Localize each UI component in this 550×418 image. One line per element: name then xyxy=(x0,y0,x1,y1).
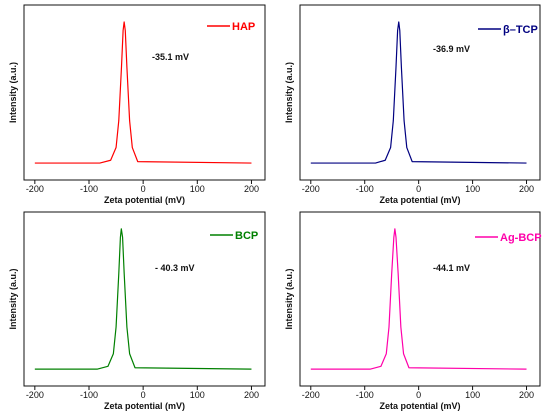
plot-frame xyxy=(299,211,541,387)
y-axis-label: Intensity (a.u.) xyxy=(8,268,18,329)
x-tick-label: -100 xyxy=(80,184,98,194)
x-tick-label: -100 xyxy=(356,184,374,194)
series-line-hap xyxy=(34,21,252,164)
x-tick-label: 0 xyxy=(141,184,146,194)
series-line-ag-bcp xyxy=(310,228,527,370)
legend-label: β–TCP xyxy=(503,24,538,36)
x-tick-label: -200 xyxy=(26,390,44,400)
x-tick-label: 100 xyxy=(190,390,205,400)
x-tick-label: -200 xyxy=(302,390,320,400)
x-axis-label: Zeta potential (mV) xyxy=(104,401,185,411)
y-axis-label: Intensity (a.u.) xyxy=(284,268,294,329)
panel-4: -200 -100 0 100 200 Zeta potential (mV) Intens… xyxy=(284,211,542,411)
series-line--tcp xyxy=(310,21,527,164)
x-tick-label: 200 xyxy=(244,390,259,400)
plot-frame xyxy=(23,211,266,387)
x-tick-label: 0 xyxy=(416,390,421,400)
x-tick-label: 100 xyxy=(190,184,205,194)
x-tick-label: 100 xyxy=(465,390,480,400)
legend-label: HAP xyxy=(232,21,255,33)
x-tick-label: 0 xyxy=(416,184,421,194)
x-tick-label: 100 xyxy=(465,184,480,194)
y-axis-label: Intensity (a.u.) xyxy=(284,62,294,123)
x-axis-label: Zeta potential (mV) xyxy=(104,195,185,205)
x-tick-label: 200 xyxy=(244,184,259,194)
x-tick-label: -200 xyxy=(302,184,320,194)
panel-1: -200 -100 0 100 200 Zeta potential (mV) Intens… xyxy=(8,4,266,205)
plot-frame xyxy=(23,4,266,181)
x-tick-label: -200 xyxy=(26,184,44,194)
x-tick-label: -100 xyxy=(356,390,374,400)
x-axis-label: Zeta potential (mV) xyxy=(379,401,460,411)
peak-annotation: -44.1 mV xyxy=(433,263,470,273)
panel-2: -200 -100 0 100 200 Zeta potential (mV) Intens… xyxy=(284,4,541,205)
peak-annotation: -36.9 mV xyxy=(433,44,470,54)
x-tick-label: 200 xyxy=(519,184,534,194)
legend-label: BCP xyxy=(235,230,258,242)
panel-3: -200 -100 0 100 200 Zeta potential (mV) Intens… xyxy=(8,211,266,411)
legend-label: Ag-BCP xyxy=(500,232,542,244)
x-tick-label: -100 xyxy=(80,390,98,400)
series-line-bcp xyxy=(34,228,252,370)
peak-annotation: - 40.3 mV xyxy=(155,263,195,273)
plot-frame xyxy=(299,4,541,181)
y-axis-label: Intensity (a.u.) xyxy=(8,62,18,123)
x-tick-label: 0 xyxy=(141,390,146,400)
peak-annotation: -35.1 mV xyxy=(152,52,189,62)
x-tick-label: 200 xyxy=(519,390,534,400)
x-axis-label: Zeta potential (mV) xyxy=(379,195,460,205)
